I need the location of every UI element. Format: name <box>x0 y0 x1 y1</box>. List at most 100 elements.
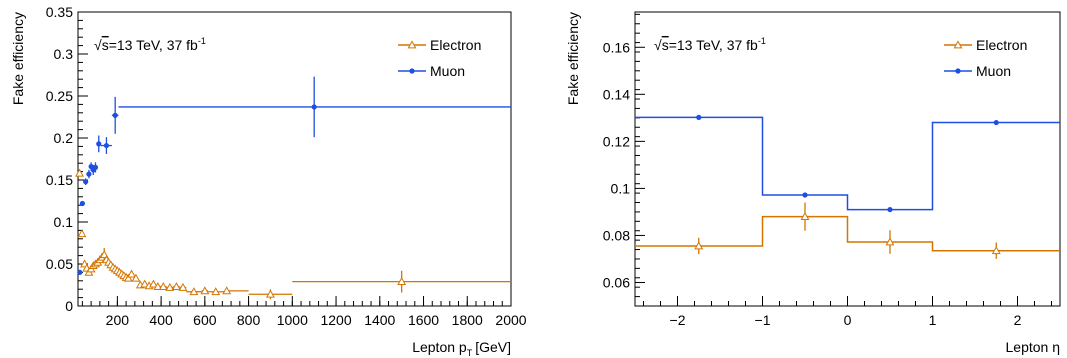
pt-muon-point-marker <box>79 200 85 207</box>
eta-y-tick-label: 0.06 <box>603 274 630 290</box>
pt-electron-point <box>165 282 175 291</box>
eta-y-tick-label: 0.16 <box>603 39 630 55</box>
eta-energy-annotation: √s=13 TeV, 37 fb-1 <box>654 36 766 53</box>
pt-y-tick-label: 0.35 <box>46 4 73 20</box>
eta-electron-point-marker <box>694 241 704 250</box>
pt-electron-point-marker <box>127 269 137 278</box>
pt-y-tick-label: 0.05 <box>46 256 73 272</box>
pt-y-tick-label: 0.1 <box>54 214 74 230</box>
pt-electron-point-marker <box>189 287 199 296</box>
pt-muon-point-marker <box>86 171 92 177</box>
eta-panel: 0.06 0.08 0.1 0.12 0.14 0.16 −2 −1 0 1 2 Fake effi… <box>565 11 1061 355</box>
pt-electron-point <box>127 269 137 278</box>
pt-y-axis-label: Fake efficiency <box>10 12 26 105</box>
pt-y-tick-label: 0.25 <box>46 88 73 104</box>
pt-muon-point-marker <box>77 269 83 275</box>
eta-muon-point <box>993 119 999 126</box>
pt-muon-point <box>111 96 119 134</box>
pt-x-tick-label: 800 <box>237 312 261 328</box>
pt-muon-point <box>83 178 89 186</box>
eta-muon-point-marker <box>696 114 702 120</box>
pt-electron-point-marker <box>158 282 168 291</box>
pt-electron-point <box>171 282 181 291</box>
pt-electron-point-marker <box>211 287 221 296</box>
pt-muon-point-marker <box>103 142 110 149</box>
pt-electron-point-marker <box>222 286 232 295</box>
pt-annotation-text: =13 TeV, 37 fb <box>109 37 198 53</box>
eta-muon-point-marker <box>802 192 808 198</box>
pt-electron-point-marker <box>77 229 87 238</box>
eta-electron-point <box>694 237 704 255</box>
pt-electron-point <box>186 287 202 296</box>
pt-x-tick-label: 1800 <box>452 312 483 328</box>
eta-electron-point-marker <box>885 237 895 246</box>
pt-muon-point-marker <box>311 104 317 110</box>
pt-series-electron <box>75 168 511 300</box>
pt-electron-point-marker <box>165 282 175 291</box>
eta-legend-marker <box>955 68 961 74</box>
pt-electron-point <box>75 168 84 177</box>
pt-annotation-sqrt: √ <box>94 37 102 53</box>
pt-electron-point <box>153 282 163 291</box>
eta-x-axis-label: Lepton η <box>1006 339 1061 355</box>
pt-electron-point-marker <box>178 282 188 291</box>
pt-electron-point <box>148 279 158 288</box>
eta-electron-point-marker <box>991 246 1001 255</box>
pt-electron-point-marker <box>140 279 150 288</box>
pt-electron-point <box>178 282 188 291</box>
pt-legend-marker <box>407 40 417 49</box>
pt-x-label-main: Lepton p <box>412 339 467 355</box>
pt-electron-point-marker <box>200 286 210 295</box>
eta-x-tick-label: 2 <box>1014 312 1022 328</box>
pt-electron-point <box>200 286 210 295</box>
pt-muon-point-marker <box>83 179 89 185</box>
pt-x-label-sub: T <box>467 348 473 358</box>
pt-legend-muon: Muon <box>398 63 465 79</box>
pt-muon-point <box>100 137 112 154</box>
pt-y-tick-label: 0.2 <box>54 130 74 146</box>
pt-electron-point-marker <box>131 273 141 282</box>
eta-plot-frame <box>634 11 1061 307</box>
pt-panel: 0 0.05 0.1 0.15 0.2 0.25 0.3 0.35 200 400 600 800 10… <box>10 4 527 358</box>
eta-muon-point <box>887 206 893 213</box>
eta-legend-electron: Electron <box>944 37 1027 53</box>
pt-legend-label: Electron <box>430 37 481 53</box>
eta-muon-point <box>696 114 702 120</box>
eta-annotation-text: =13 TeV, 37 fb <box>669 37 758 53</box>
pt-muon-point-marker <box>96 141 102 147</box>
eta-legend-label: Muon <box>976 63 1011 79</box>
pt-legend-electron: Electron <box>398 37 481 53</box>
eta-legend-label: Electron <box>976 37 1027 53</box>
eta-series-electron <box>635 202 1060 259</box>
pt-electron-point <box>248 289 293 300</box>
pt-muon-point <box>86 169 92 179</box>
pt-muon-point <box>77 269 83 275</box>
pt-energy-annotation: √s=13 TeV, 37 fb-1 <box>94 36 206 53</box>
eta-x-tick-label: 1 <box>929 312 937 328</box>
eta-y-axis-label: Fake efficiency <box>565 12 581 105</box>
pt-electron-point <box>292 270 511 293</box>
pt-x-label-unit: [GeV] <box>475 339 511 355</box>
eta-annotation-s: s <box>662 37 669 53</box>
eta-electron-point <box>885 230 895 254</box>
pt-plot-frame <box>77 11 512 307</box>
eta-annotation-sup: -1 <box>758 36 766 46</box>
pt-annotation-s: s <box>102 37 109 53</box>
eta-annotation-sqrt: √ <box>654 37 662 53</box>
eta-x-tick-label: 0 <box>844 312 852 328</box>
pt-electron-point <box>77 229 87 238</box>
pt-electron-point-marker <box>75 168 84 177</box>
eta-legend: Electron Muon <box>944 37 1027 79</box>
eta-x-tick-label: −1 <box>755 312 771 328</box>
pt-muon-point-marker <box>92 164 99 170</box>
eta-electron-point <box>991 242 1001 259</box>
eta-electron-point <box>800 202 810 231</box>
eta-x-tick-label: −2 <box>670 312 686 328</box>
pt-x-tick-label: 1200 <box>320 312 351 328</box>
pt-muon-point <box>79 200 85 207</box>
pt-electron-point-marker <box>153 282 163 291</box>
pt-y-tick-label: 0.15 <box>46 172 73 188</box>
eta-y-tick-label: 0.14 <box>603 86 630 102</box>
pt-muon-point-marker <box>112 112 118 118</box>
